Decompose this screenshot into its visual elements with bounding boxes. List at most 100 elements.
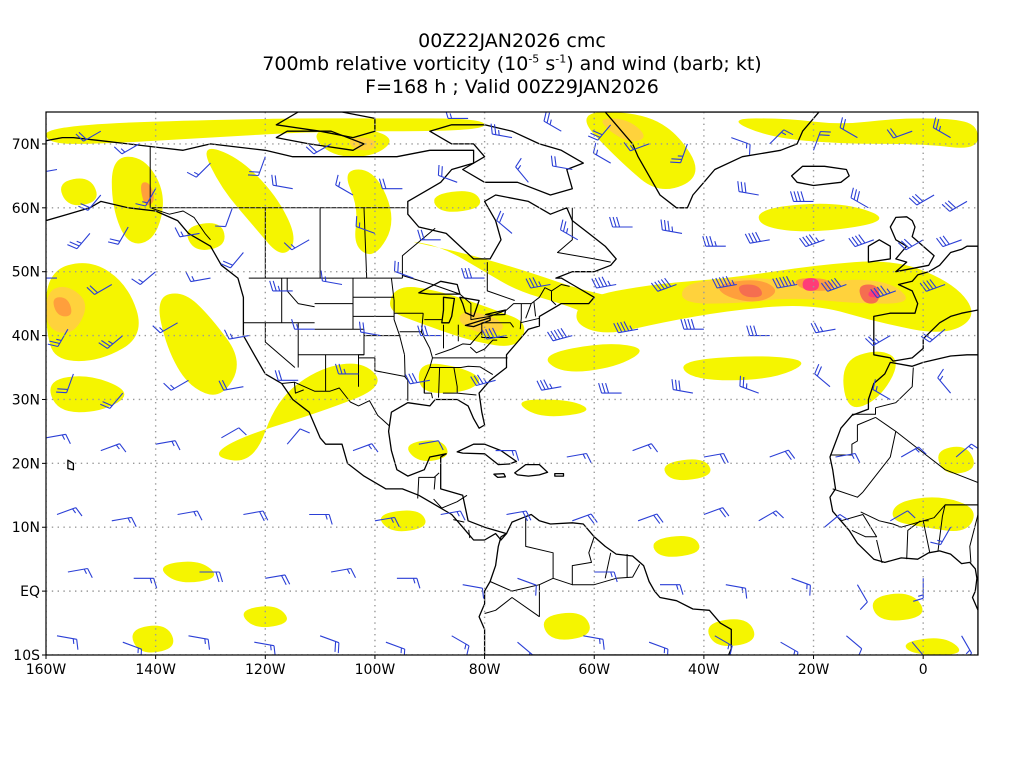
- boundary-state-102: [358, 329, 365, 387]
- title-line-2-exp2: -1: [555, 52, 567, 66]
- vorticity-band-level-1: [905, 638, 960, 655]
- wind-barb: [598, 382, 622, 394]
- wind-barb: [937, 368, 952, 394]
- boundary-state-pa-md: [481, 322, 508, 338]
- wind-barb: [839, 117, 858, 139]
- wind-barb: [932, 117, 951, 139]
- wind-barb: [566, 452, 592, 464]
- wind-barb: [920, 328, 946, 343]
- boundary-af-tg: [922, 520, 931, 553]
- wind-barb: [418, 440, 444, 451]
- boundary-canada-nb: [551, 284, 570, 292]
- vorticity-band-level-1: [872, 593, 923, 621]
- wind-barb: [609, 216, 633, 228]
- boundary-centam-ni-cr: [453, 519, 465, 523]
- boundary-state-ne: [520, 317, 540, 324]
- wind-barb: [731, 137, 751, 155]
- wind-barb: [417, 229, 441, 241]
- wind-barb: [220, 252, 244, 269]
- wind-barb: [286, 428, 310, 445]
- wind-barb: [67, 233, 91, 250]
- title-line-2-unit: s: [539, 53, 556, 75]
- vorticity-band-level-1: [347, 169, 392, 255]
- wind-barb: [100, 392, 124, 409]
- vorticity-band-level-1: [46, 118, 485, 144]
- coastline-great-lakes-ontario: [485, 309, 507, 316]
- title-line-1: 00Z22JAN2026 cmc: [418, 30, 606, 52]
- coastline-cuba: [456, 443, 518, 466]
- boundary-state-vt-nh: [525, 303, 532, 319]
- coastline-great-britain: [889, 216, 935, 273]
- boundary-af-gh: [906, 520, 921, 560]
- wind-barb: [374, 516, 400, 527]
- wind-barb: [305, 143, 332, 155]
- wind-barb: [78, 194, 102, 211]
- wind-barb: [274, 370, 299, 381]
- wind-barb: [897, 238, 924, 251]
- wind-barb: [769, 129, 794, 145]
- boundary-af-ws: [851, 407, 876, 415]
- wind-barb: [163, 379, 189, 391]
- wind-barb: [632, 443, 659, 453]
- wind-barb: [283, 239, 310, 251]
- coastline-ireland: [867, 239, 891, 263]
- vorticity-band-level-2: [602, 118, 644, 142]
- wind-barb: [331, 567, 356, 579]
- vorticity-band-level-1: [206, 148, 294, 253]
- vorticity-band-level-1: [543, 612, 590, 640]
- wind-barb: [461, 267, 485, 279]
- vorticity-band-level-1: [683, 356, 802, 381]
- coastline-layer: [46, 112, 978, 655]
- boundary-state-ny-vt: [519, 303, 522, 330]
- vorticity-band-level-1: [218, 363, 378, 461]
- wind-barb: [613, 321, 639, 334]
- wind-barb: [769, 449, 796, 461]
- wind-barb: [824, 513, 849, 528]
- boundary-state-nv-ca: [264, 322, 296, 368]
- vorticity-band-level-1: [586, 112, 696, 190]
- wind-barb: [587, 124, 612, 141]
- wind-barb: [848, 234, 874, 248]
- wind-barb: [886, 128, 913, 139]
- plot-frame: [45, 111, 979, 656]
- wind-barb: [334, 363, 359, 375]
- vorticity-shading-layer: [46, 112, 978, 655]
- wind-barb: [594, 571, 618, 583]
- wind-barb: [623, 142, 650, 152]
- wind-barb: [856, 584, 868, 610]
- vorticity-band-level-1: [162, 561, 215, 583]
- wind-barb: [437, 164, 458, 183]
- lon-label: 20W: [798, 662, 830, 678]
- lon-label: 120W: [245, 662, 286, 678]
- wind-barb: [46, 277, 57, 279]
- boundary-state-va-wv: [469, 339, 498, 354]
- lon-label: 140W: [135, 662, 176, 678]
- boundary-sa-ec-pe: [484, 597, 540, 618]
- wind-barb: [111, 516, 137, 527]
- boundary-state-35: [429, 365, 494, 376]
- wind-barb: [177, 510, 203, 521]
- wind-barb: [772, 275, 798, 289]
- wind-barb: [670, 143, 688, 164]
- vorticity-band-level-1: [46, 263, 139, 362]
- coastline-north-america: [46, 136, 617, 541]
- wind-barb: [393, 260, 414, 279]
- vorticity-band-level-1: [187, 223, 225, 250]
- wind-barb: [703, 507, 730, 518]
- boundary-af-dz-ml: [895, 431, 978, 483]
- wind-barb: [309, 513, 333, 525]
- lat-label: 40N: [12, 329, 40, 345]
- wind-barb: [744, 231, 770, 244]
- wind-barb: [913, 578, 924, 602]
- wind-barb: [404, 372, 430, 385]
- boundary-centam-cr-pa: [468, 529, 471, 539]
- wind-barb: [46, 220, 47, 222]
- wind-barb: [417, 325, 441, 337]
- coastline-baffin: [429, 124, 584, 196]
- wind-barb: [955, 443, 978, 458]
- wind-barb: [780, 641, 799, 655]
- wind-barb: [900, 446, 927, 458]
- boundary-sa-ve-gy: [552, 536, 595, 586]
- coastline-hispaniola: [514, 463, 549, 477]
